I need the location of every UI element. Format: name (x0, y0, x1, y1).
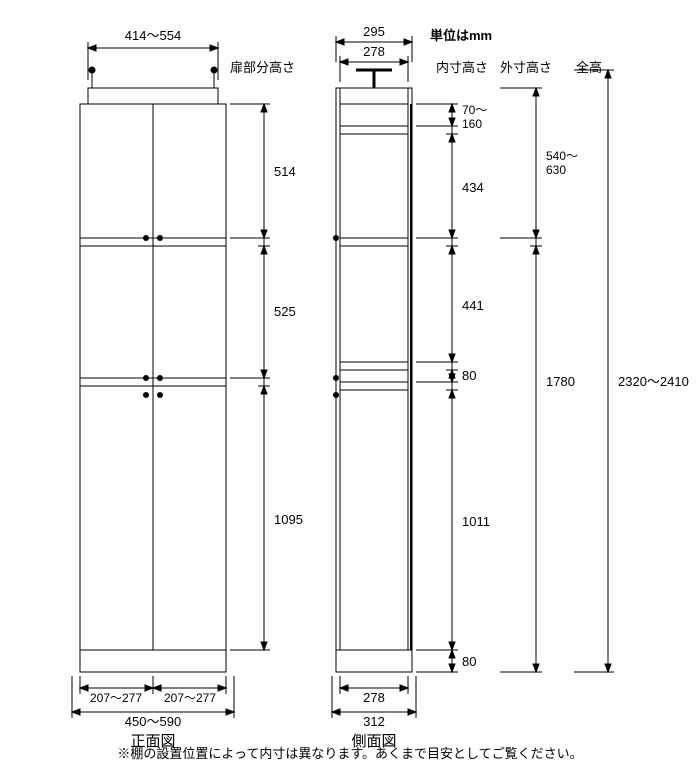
technical-drawing: 414～554 514 525 1095 扉部分高さ 207～277 (0, 0, 700, 761)
side-view (334, 70, 413, 672)
dim-half-width-l: 207～277 (90, 691, 142, 705)
front-view (80, 67, 226, 672)
diagram-container: 414～554 514 525 1095 扉部分高さ 207～277 (0, 0, 700, 761)
dim-door-h2: 525 (274, 304, 296, 319)
dim-outer1-l1: 540～ (546, 149, 578, 163)
footnote: ※棚の設置位置によって内寸は異なります。あくまで目安としてご覧ください。 (117, 746, 582, 761)
dim-seg5: 1011 (462, 514, 490, 529)
dim-bottom-width: 450～590 (125, 714, 181, 729)
header-inner-height: 内寸高さ (436, 60, 488, 75)
dim-seg3: 441 (462, 298, 484, 313)
dim-front-doors (230, 104, 270, 650)
dim-front-top-width-text: 414～554 (125, 28, 181, 43)
dim-seg2: 434 (462, 180, 484, 195)
dim-seg1-l1: 70～ (462, 103, 487, 117)
dim-front-top-width (88, 42, 218, 80)
dim-seg1-l2: 160 (462, 117, 482, 131)
dim-side-bottom-inner-text: 278 (363, 690, 385, 705)
dim-outer1-l2: 630 (546, 163, 566, 177)
dim-inner-heights (416, 104, 458, 672)
dim-door-h3: 1095 (274, 512, 303, 527)
dim-seg4: 80 (462, 368, 476, 383)
dim-half-width-r: 207～277 (164, 691, 216, 705)
dim-outer2: 1780 (546, 374, 575, 389)
header-total-height: 全高 (576, 60, 602, 75)
header-outer-height: 外寸高さ (500, 60, 552, 75)
dim-total: 2320～2410 (618, 374, 689, 389)
dim-side-bottom-outer-text: 312 (363, 714, 385, 729)
header-door-height: 扉部分高さ (230, 60, 295, 75)
dim-door-h1: 514 (274, 164, 296, 179)
dim-outer-heights (500, 88, 542, 672)
dim-seg6: 80 (462, 654, 476, 669)
unit-label: 単位はmm (430, 28, 492, 43)
dim-side-top-outer-text: 295 (363, 24, 385, 39)
dim-side-top-inner-text: 278 (363, 44, 385, 59)
dim-total-height (574, 70, 614, 672)
